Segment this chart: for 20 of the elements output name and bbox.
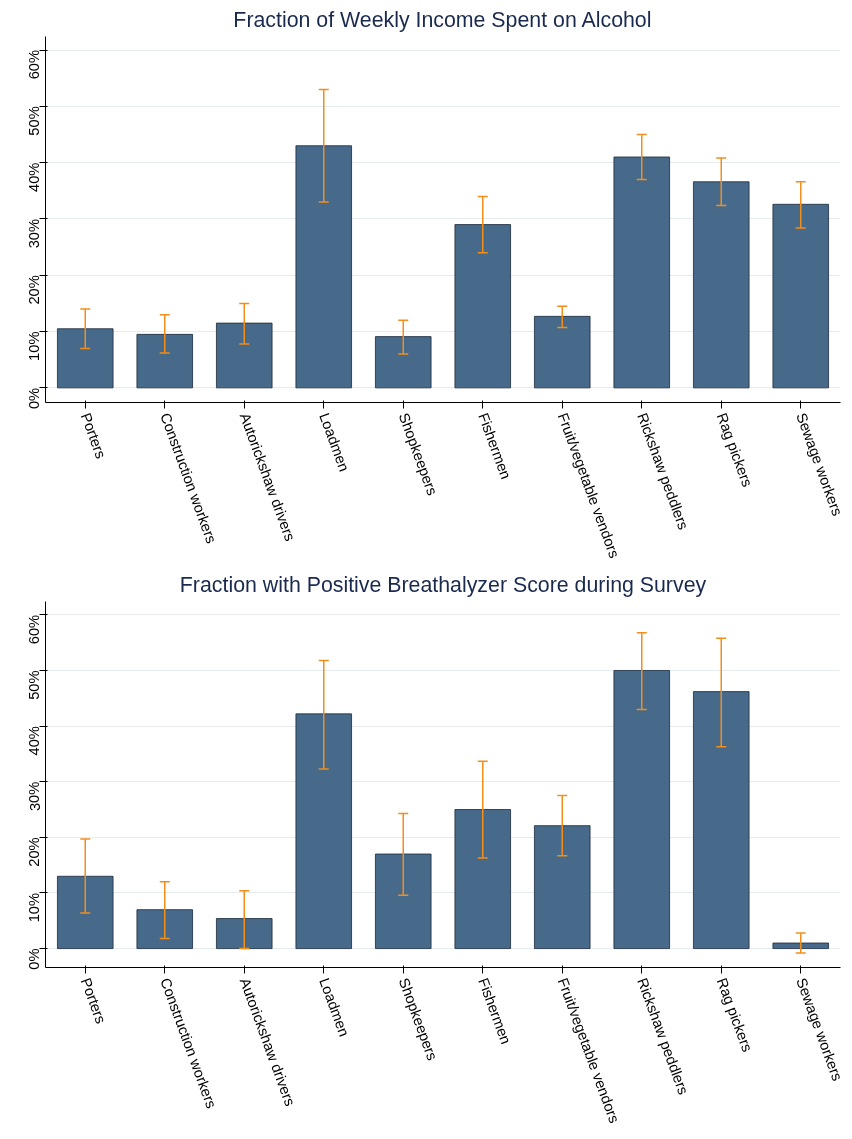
- x-tick-label: Porters: [77, 410, 109, 461]
- y-tick-label: 0%: [26, 387, 43, 410]
- y-tick-label: 30%: [26, 781, 43, 812]
- x-tick-label: Sewage workers: [793, 975, 846, 1083]
- y-tick-label: 10%: [26, 331, 43, 361]
- y-tick-label: 20%: [26, 275, 43, 305]
- y-tick-label: 0%: [26, 948, 43, 970]
- y-tick-label: 50%: [26, 106, 43, 136]
- y-tick-label: 60%: [26, 614, 43, 645]
- y-tick-label: 20%: [26, 837, 43, 867]
- chart-title: Fraction of Weekly Income Spent on Alcohol: [233, 7, 652, 32]
- y-tick-label: 60%: [26, 50, 43, 80]
- y-tick-label: 10%: [26, 892, 43, 923]
- chart-title: Fraction with Positive Breathalyzer Score during Survey: [179, 572, 707, 597]
- x-tick-label: Sewage workers: [793, 410, 846, 518]
- x-tick-label: Porters: [77, 975, 109, 1026]
- y-tick-label: 40%: [26, 726, 43, 756]
- y-tick-label: 50%: [26, 670, 43, 700]
- y-tick-label: 30%: [26, 218, 43, 249]
- y-tick-label: 40%: [26, 162, 43, 192]
